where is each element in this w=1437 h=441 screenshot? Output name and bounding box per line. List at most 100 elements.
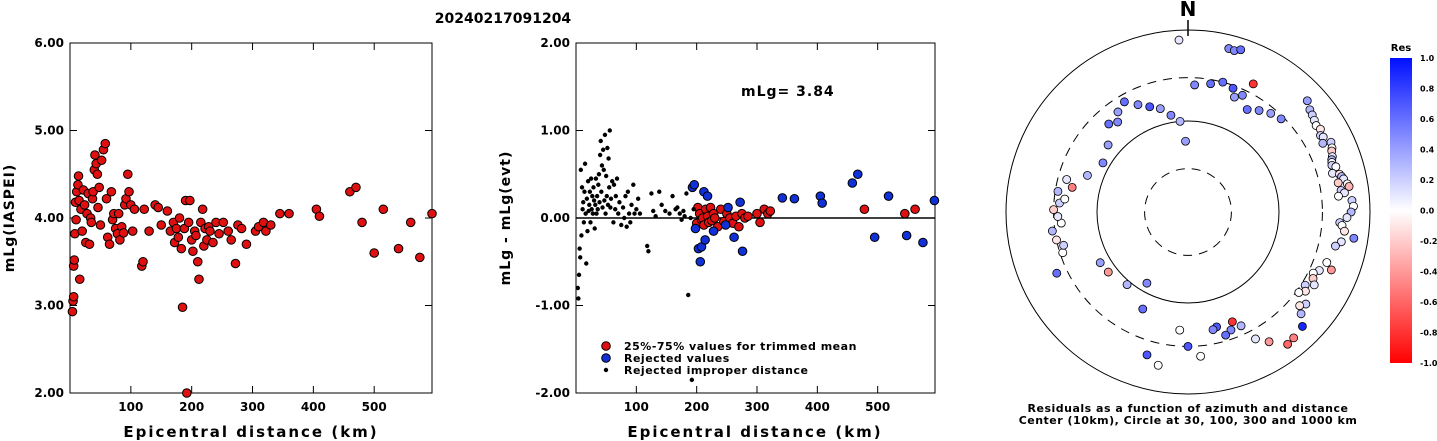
station-point [1334, 191, 1343, 201]
data-point [679, 217, 684, 222]
data-point [79, 200, 90, 210]
data-point [261, 226, 271, 236]
data-point [614, 176, 620, 181]
data-point [606, 156, 611, 161]
data-point [153, 202, 164, 213]
colorbar-tick-label: -1.0 [1420, 359, 1437, 368]
legend-marker [601, 353, 611, 363]
data-point [94, 182, 105, 193]
data-point [378, 204, 389, 215]
data-point [241, 239, 252, 250]
data-point [577, 246, 582, 251]
legend-label: Rejected values [624, 352, 730, 365]
data-point [594, 193, 600, 199]
data-point [591, 198, 597, 203]
data-point [104, 239, 115, 250]
plot1-frame [69, 42, 433, 394]
data-point [162, 206, 173, 216]
station-point [1181, 136, 1190, 146]
data-point [626, 211, 632, 216]
data-point [595, 207, 600, 212]
data-point [579, 185, 585, 190]
data-point [84, 239, 95, 250]
station-point [1155, 104, 1165, 114]
residual-vs-distance-plot: 100 200 300 400 500 -2.00 -1.00 0.00 1.00 2.00 mL… [498, 36, 940, 441]
plot2-xlabel: Epicentral distance (km) [627, 423, 882, 441]
data-point [578, 167, 584, 173]
data-point [597, 152, 603, 158]
data-point [95, 220, 106, 230]
data-point [686, 292, 691, 298]
data-point [682, 214, 687, 219]
data-point [602, 132, 608, 138]
data-point [127, 226, 138, 236]
data-point [608, 205, 613, 210]
colorbar-gradient [1390, 58, 1412, 363]
data-point [677, 211, 682, 216]
data-point [69, 255, 80, 265]
data-point [604, 193, 609, 199]
data-point [427, 208, 437, 219]
station-point [1264, 337, 1274, 347]
data-point [208, 237, 218, 248]
data-point [584, 196, 590, 201]
data-point [689, 179, 700, 190]
data-point [174, 213, 185, 223]
station-point [1059, 240, 1069, 250]
data-point [124, 186, 134, 197]
data-point [93, 202, 103, 213]
data-point [663, 208, 668, 214]
station-point [1049, 205, 1059, 215]
station-point [1336, 237, 1346, 247]
station-point [1236, 321, 1246, 331]
colorbar-title: Res [1391, 43, 1411, 54]
station-point [1349, 233, 1359, 243]
data-point [605, 145, 610, 151]
data-point [883, 191, 894, 201]
station-point [1208, 325, 1218, 335]
data-point [182, 388, 192, 398]
colorbar-tick-label: 1.0 [1420, 54, 1435, 63]
data-point [708, 226, 719, 236]
map-title: Residuals as a function of azimuth and d… [1028, 402, 1349, 415]
x-tick-label: 500 [362, 400, 387, 414]
data-point [625, 189, 631, 194]
station-point [1309, 280, 1319, 290]
data-point [92, 169, 103, 180]
station-point [1221, 330, 1231, 340]
station-point [1183, 342, 1193, 351]
station-point [1342, 213, 1352, 222]
data-point [118, 228, 129, 238]
data-point [601, 167, 606, 173]
data-point [185, 195, 195, 206]
colorbar-ticks: 1.0 0.8 0.6 0.4 0.2 0.0 -0.2 -0.4 -0.6 -0.8 -1.0 [1420, 54, 1437, 368]
data-point [226, 235, 237, 245]
station-point [1113, 117, 1123, 127]
data-point [613, 193, 619, 199]
y-tick-label: 2.00 [34, 386, 64, 400]
data-point [929, 195, 940, 206]
plot2-annotation: mLg= 3.84 [741, 84, 835, 100]
data-point [587, 202, 592, 208]
legend-marker [601, 341, 611, 351]
data-point [192, 256, 203, 267]
data-point [583, 211, 588, 216]
data-point [600, 205, 605, 210]
station-point [1047, 226, 1057, 236]
data-point [96, 155, 107, 166]
event-title: 20240217091204 [435, 11, 572, 27]
data-point [700, 235, 710, 245]
station-point [1103, 140, 1113, 150]
legend-label: 25%-75% values for trimmed mean [624, 340, 857, 353]
data-point [194, 274, 204, 285]
data-point [600, 147, 606, 152]
station-point [1340, 226, 1349, 236]
station-point [1276, 114, 1286, 124]
data-point [743, 211, 753, 222]
data-point [593, 176, 599, 181]
colorbar-tick-label: -0.6 [1420, 298, 1437, 307]
data-point [599, 189, 604, 194]
data-point [144, 226, 154, 236]
y-tick-label: -1.00 [535, 299, 570, 313]
data-point [314, 211, 325, 222]
